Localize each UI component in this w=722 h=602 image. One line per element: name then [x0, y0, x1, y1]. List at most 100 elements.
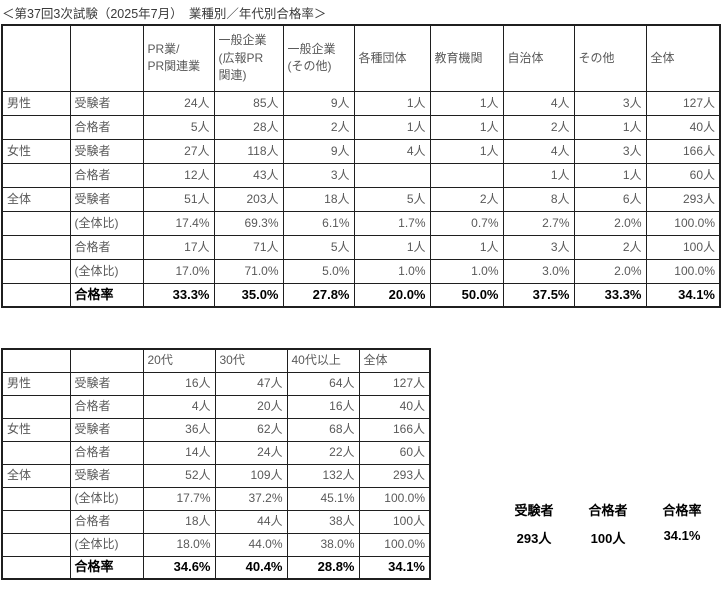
- row-label: 合格者: [69, 162, 144, 188]
- row-group-label: [1, 486, 71, 511]
- value-cell: 100人: [645, 234, 721, 260]
- value-cell: 109人: [214, 463, 288, 488]
- row-group-label: [1, 114, 71, 140]
- value-cell: 45.1%: [286, 486, 360, 511]
- row-group-label: 女性: [1, 138, 71, 164]
- row-group-label: [1, 394, 71, 419]
- value-cell: 27.8%: [282, 282, 355, 308]
- value-cell: 18人: [282, 186, 355, 212]
- column-header: 40代以上: [286, 348, 360, 373]
- value-cell: 118人: [213, 138, 284, 164]
- empty-header-cell: [1, 348, 71, 373]
- row-label: 合格者: [69, 394, 144, 419]
- value-cell: 1人: [429, 234, 504, 260]
- value-cell: 34.6%: [142, 555, 216, 580]
- value-cell: 69.3%: [213, 210, 284, 236]
- value-cell: 2人: [282, 114, 355, 140]
- value-cell: 36人: [142, 417, 216, 442]
- row-group-label: [1, 234, 71, 260]
- value-cell: 22人: [286, 440, 360, 465]
- value-cell: 17.7%: [142, 486, 216, 511]
- row-label: (全体比): [69, 210, 144, 236]
- value-cell: 166人: [358, 417, 431, 442]
- value-cell: 2.0%: [573, 210, 647, 236]
- value-cell: 47人: [214, 371, 288, 396]
- value-cell: 33.3%: [142, 282, 215, 308]
- value-cell: 34.1%: [645, 282, 721, 308]
- value-cell: 37.5%: [502, 282, 575, 308]
- value-cell: 38人: [286, 509, 360, 534]
- value-cell: 100.0%: [358, 532, 431, 557]
- value-cell: 35.0%: [213, 282, 284, 308]
- value-cell: 3人: [282, 162, 355, 188]
- page-title: ＜第37回3次試験（2025年7月） 業種別／年代別合格率＞: [2, 7, 327, 21]
- row-label: 合格率: [69, 555, 144, 580]
- value-cell: 8人: [502, 186, 575, 212]
- value-cell: 2人: [502, 114, 575, 140]
- empty-header-cell: [69, 348, 144, 373]
- value-cell: 60人: [645, 162, 721, 188]
- row-label: 合格者: [69, 114, 144, 140]
- column-header: 全体: [645, 24, 721, 92]
- value-cell: 1人: [353, 234, 431, 260]
- value-cell: 5人: [282, 234, 355, 260]
- value-cell: 20.0%: [353, 282, 431, 308]
- value-cell: 17人: [142, 234, 215, 260]
- row-group-label: [1, 258, 71, 284]
- value-cell: 37.2%: [214, 486, 288, 511]
- summary-passers-label: 合格者: [588, 503, 628, 518]
- row-group-label: [1, 440, 71, 465]
- column-header: 全体: [358, 348, 431, 373]
- value-cell: 28.8%: [286, 555, 360, 580]
- value-cell: 27人: [142, 138, 215, 164]
- row-group-label: 男性: [1, 90, 71, 116]
- row-group-label: [1, 532, 71, 557]
- value-cell: 3人: [573, 138, 647, 164]
- column-header: 30代: [214, 348, 288, 373]
- value-cell: 100.0%: [645, 258, 721, 284]
- column-header: 一般企業 (広報PR 関連): [213, 24, 284, 92]
- row-label: 合格率: [69, 282, 144, 308]
- value-cell: 2人: [573, 234, 647, 260]
- value-cell: 17.4%: [142, 210, 215, 236]
- value-cell: 0.7%: [429, 210, 504, 236]
- value-cell: 1人: [573, 114, 647, 140]
- row-label: 受験者: [69, 90, 144, 116]
- row-group-label: 女性: [1, 417, 71, 442]
- value-cell: 17.0%: [142, 258, 215, 284]
- row-label: (全体比): [69, 486, 144, 511]
- row-label: 受験者: [69, 371, 144, 396]
- column-header: 教育機関: [429, 24, 504, 92]
- value-cell: 50.0%: [429, 282, 504, 308]
- value-cell: 100.0%: [358, 486, 431, 511]
- value-cell: 1.7%: [353, 210, 431, 236]
- value-cell: 38.0%: [286, 532, 360, 557]
- value-cell: 166人: [645, 138, 721, 164]
- row-group-label: [1, 282, 71, 308]
- row-group-label: [1, 162, 71, 188]
- age-pass-rate-table: 20代 30代 40代以上 全体 男性 受験者 16人 47人 64人 127人 合格者 4人 20人 1…: [1, 348, 431, 580]
- empty-header-cell: [1, 24, 71, 92]
- value-cell: 71.0%: [213, 258, 284, 284]
- row-group-label: 男性: [1, 371, 71, 396]
- value-cell: 51人: [142, 186, 215, 212]
- value-cell: 2.0%: [573, 258, 647, 284]
- row-label: 合格者: [69, 234, 144, 260]
- value-cell: 85人: [213, 90, 284, 116]
- value-cell: 71人: [213, 234, 284, 260]
- row-group-label: [1, 210, 71, 236]
- empty-header-cell: [69, 24, 144, 92]
- overall-summary: 受験者 合格者 合格率 293人 100人 34.1%: [497, 500, 719, 547]
- summary-passers-value: 100人: [590, 531, 626, 546]
- column-header: 20代: [142, 348, 216, 373]
- value-cell: 6.1%: [282, 210, 355, 236]
- value-cell: 1人: [573, 162, 647, 188]
- value-cell: 18.0%: [142, 532, 216, 557]
- row-label: (全体比): [69, 532, 144, 557]
- value-cell: 293人: [358, 463, 431, 488]
- value-cell: 24人: [214, 440, 288, 465]
- value-cell: 34.1%: [358, 555, 431, 580]
- value-cell: 1.0%: [353, 258, 431, 284]
- value-cell: 2人: [429, 186, 504, 212]
- value-cell: 62人: [214, 417, 288, 442]
